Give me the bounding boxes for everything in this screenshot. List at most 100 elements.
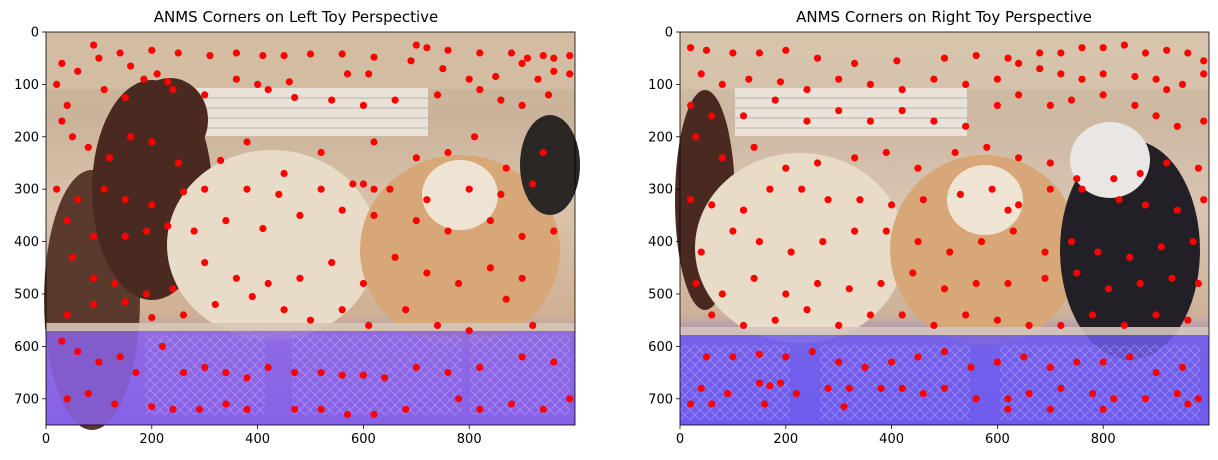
corner-point bbox=[702, 353, 711, 361]
corner-point bbox=[476, 405, 484, 413]
corner-point bbox=[792, 390, 801, 398]
corner-point bbox=[518, 59, 526, 67]
corner-point bbox=[776, 78, 785, 86]
corner-point bbox=[1131, 101, 1139, 109]
corner-point bbox=[1141, 49, 1150, 57]
left-chart-panel: ANMS Corners on Left Toy Perspective 0 20… bbox=[14, 8, 580, 447]
corner-point bbox=[529, 180, 537, 188]
corner-point bbox=[507, 49, 516, 57]
corner-point bbox=[919, 196, 927, 204]
y-tick-label: 400 bbox=[648, 235, 673, 250]
corner-point bbox=[502, 295, 510, 303]
corner-point bbox=[1004, 395, 1012, 403]
corner-point bbox=[687, 196, 695, 204]
corner-point bbox=[58, 59, 66, 67]
corner-point bbox=[1020, 353, 1028, 361]
corner-point bbox=[386, 185, 394, 193]
corner-point bbox=[217, 156, 225, 164]
corner-point bbox=[993, 101, 1002, 109]
corner-point bbox=[755, 379, 764, 387]
corner-point bbox=[1136, 279, 1144, 288]
corner-point bbox=[111, 400, 119, 408]
corner-point bbox=[317, 369, 325, 377]
corner-point bbox=[851, 227, 859, 235]
corner-point bbox=[476, 363, 484, 371]
corner-point bbox=[518, 232, 526, 240]
corner-point bbox=[1067, 96, 1076, 104]
corner-point bbox=[1057, 70, 1065, 78]
corner-point bbox=[68, 253, 77, 261]
corner-point bbox=[1004, 54, 1012, 62]
corner-point bbox=[465, 327, 473, 335]
corner-point bbox=[53, 80, 61, 88]
corner-point bbox=[121, 93, 129, 102]
corner-point bbox=[1178, 363, 1187, 371]
corner-point bbox=[761, 400, 769, 408]
corner-point bbox=[391, 253, 399, 261]
axes-frame bbox=[45, 31, 576, 426]
corner-point bbox=[381, 374, 389, 382]
corner-point bbox=[824, 384, 832, 392]
corner-point bbox=[940, 285, 949, 293]
x-tick-label: 0 bbox=[42, 432, 50, 447]
corner-point bbox=[724, 390, 732, 398]
corner-point bbox=[803, 117, 811, 125]
corner-point bbox=[222, 369, 230, 377]
corner-point bbox=[359, 180, 367, 188]
corner-point bbox=[687, 400, 695, 408]
corner-point bbox=[1099, 70, 1107, 78]
corner-point bbox=[201, 91, 209, 99]
corner-point bbox=[328, 96, 336, 104]
corner-point bbox=[164, 78, 172, 86]
corner-point bbox=[359, 101, 367, 109]
corner-point bbox=[1036, 49, 1044, 57]
corner-point bbox=[1036, 65, 1044, 73]
corner-point bbox=[798, 185, 806, 193]
corner-point bbox=[507, 400, 516, 408]
corner-point bbox=[211, 300, 219, 309]
corner-point bbox=[692, 279, 700, 288]
corner-point bbox=[254, 80, 262, 88]
corner-point bbox=[222, 400, 230, 408]
corner-points-right bbox=[687, 41, 1208, 413]
corner-point bbox=[338, 206, 346, 214]
corner-point bbox=[856, 196, 864, 204]
corner-point bbox=[866, 311, 875, 319]
corner-point bbox=[851, 154, 859, 162]
corner-point bbox=[539, 52, 547, 60]
corner-point bbox=[439, 65, 447, 73]
corner-point bbox=[365, 321, 373, 329]
corner-point bbox=[58, 337, 66, 345]
corner-point bbox=[470, 133, 479, 141]
corner-point bbox=[306, 50, 315, 58]
corner-point bbox=[444, 369, 452, 377]
corner-point bbox=[53, 185, 61, 193]
corner-point bbox=[412, 217, 420, 225]
corner-point bbox=[1104, 285, 1113, 293]
corner-point bbox=[566, 52, 574, 60]
y-tick-label: 100 bbox=[648, 78, 673, 93]
y-axis-right: 0 100 200 300 400 500 600 700 bbox=[648, 26, 680, 407]
corner-point bbox=[264, 363, 272, 371]
corner-point bbox=[1152, 369, 1160, 377]
corner-point bbox=[729, 227, 737, 235]
corner-point bbox=[232, 75, 240, 83]
corner-point bbox=[179, 369, 188, 377]
y-tick-label: 300 bbox=[14, 183, 39, 198]
corner-point bbox=[845, 384, 853, 392]
corner-point bbox=[423, 44, 431, 52]
corner-point bbox=[243, 185, 251, 193]
corner-point bbox=[1041, 248, 1049, 256]
corner-point bbox=[1004, 405, 1012, 413]
y-tick-label: 300 bbox=[648, 183, 673, 198]
corner-point bbox=[835, 321, 843, 329]
x-tick-label: 400 bbox=[879, 432, 904, 447]
corner-point bbox=[1110, 395, 1118, 403]
corner-point bbox=[1099, 91, 1107, 99]
corner-point bbox=[232, 49, 240, 57]
corner-point bbox=[486, 217, 494, 225]
corner-point bbox=[1120, 41, 1128, 49]
corner-point bbox=[121, 232, 129, 240]
corner-point bbox=[121, 196, 129, 204]
corner-point bbox=[1004, 279, 1012, 288]
